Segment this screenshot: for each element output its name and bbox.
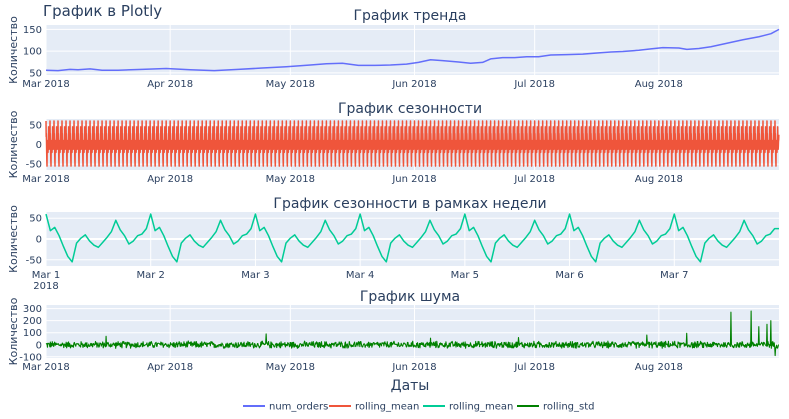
legend-item-1[interactable]: num_orders	[243, 402, 328, 413]
subplot-title: График шума	[360, 289, 460, 305]
y-axis-label: Количество	[7, 16, 20, 84]
x-tick-label: Aug 2018	[635, 174, 683, 185]
plot-area	[46, 305, 779, 358]
y-tick-label: 100	[23, 47, 42, 58]
subplot-2: Mar 2018 Apr 2018 May 2018 Jun 2018 Jul 2018…	[7, 101, 780, 185]
y-tick-label: 200	[23, 316, 42, 327]
x-axis-label: Даты	[391, 378, 430, 394]
x-tick-label: May 2018	[266, 79, 315, 90]
x-tick-label: May 2018	[266, 362, 315, 373]
y-tick-label: -50	[26, 255, 42, 266]
x-tick-label: Jul 2018	[513, 79, 555, 90]
x-tick-label: Jul 2018	[513, 362, 555, 373]
x-tick-label: Mar 2018	[22, 174, 70, 185]
x-tick-label: Mar 2018	[22, 79, 70, 90]
y-tick-label: 0	[36, 235, 42, 246]
x-tick-label: Mar 2018	[22, 362, 70, 373]
legend-label: rolling_mean	[355, 402, 419, 413]
x-tick-label: May 2018	[266, 174, 315, 185]
series-line-rolling_mean	[45, 213, 779, 263]
legend-label: rolling_std	[543, 402, 595, 413]
x-tick-label: Jun 2018	[391, 79, 436, 90]
y-axis-label: Количество	[7, 110, 20, 178]
y-tick-label: 50	[29, 120, 42, 131]
figure-title: График в Plotly	[43, 2, 162, 20]
x-tick-label: Jun 2018	[391, 174, 436, 185]
legend-label: rolling_mean	[449, 402, 513, 413]
y-tick-label: 150	[23, 25, 42, 36]
subplot-1: Mar 2018 Apr 2018 May 2018 Jun 2018 Jul 2018…	[7, 8, 780, 90]
y-tick-label: 100	[23, 328, 42, 339]
y-axis-label: Количество	[7, 205, 20, 273]
x-tick-label: Jul 2018	[513, 174, 555, 185]
subplots: Mar 2018 Apr 2018 May 2018 Jun 2018 Jul 2018…	[7, 8, 780, 373]
y-tick-label: 0	[36, 140, 42, 151]
x-tick-label: Mar 2	[137, 270, 165, 281]
x-tick-label: Mar 1	[32, 270, 60, 281]
x-tick-label: Aug 2018	[635, 362, 683, 373]
y-tick-label: 0	[36, 340, 42, 351]
x-tick-label: Mar 3	[241, 270, 269, 281]
y-tick-label: 50	[29, 68, 42, 79]
plot-area	[46, 25, 779, 75]
subplot-title: График сезонности	[338, 101, 482, 117]
x-tick-label: Jun 2018	[391, 362, 436, 373]
legend-label: num_orders	[269, 402, 328, 413]
y-tick-label: 300	[23, 304, 42, 315]
series-line-rolling_mean	[45, 120, 780, 167]
x-tick-label: Apr 2018	[147, 79, 193, 90]
x-tick-label: Mar 4	[346, 270, 374, 281]
y-tick-label: -50	[26, 160, 42, 171]
legend[interactable]: num_orders rolling_mean rolling_mean rollin…	[243, 402, 595, 413]
legend-item-3[interactable]: rolling_mean	[423, 402, 513, 413]
x-tick-label: Mar 6	[555, 270, 583, 281]
x-tick-label: Apr 2018	[147, 362, 193, 373]
series-line-num_orders	[45, 28, 780, 72]
x-tick-label: Apr 2018	[147, 174, 193, 185]
legend-item-2[interactable]: rolling_mean	[329, 402, 419, 413]
legend-item-4[interactable]: rolling_std	[517, 402, 595, 413]
subplot-4: Mar 2018 Apr 2018 May 2018 Jun 2018 Jul 2018…	[7, 289, 780, 373]
x-tick-label: Aug 2018	[635, 79, 683, 90]
x-tick-sublabel: 2018	[33, 281, 58, 292]
y-tick-label: -100	[19, 352, 42, 363]
subplot-title: График сезонности в рамках недели	[273, 196, 546, 212]
x-tick-label: Mar 7	[660, 270, 688, 281]
series-line-rolling_std	[45, 310, 780, 357]
subplot-title: График тренда	[353, 8, 466, 24]
x-tick-label: Mar 5	[451, 270, 479, 281]
y-axis-label: Количество	[7, 297, 20, 365]
y-tick-label: 50	[29, 214, 42, 225]
